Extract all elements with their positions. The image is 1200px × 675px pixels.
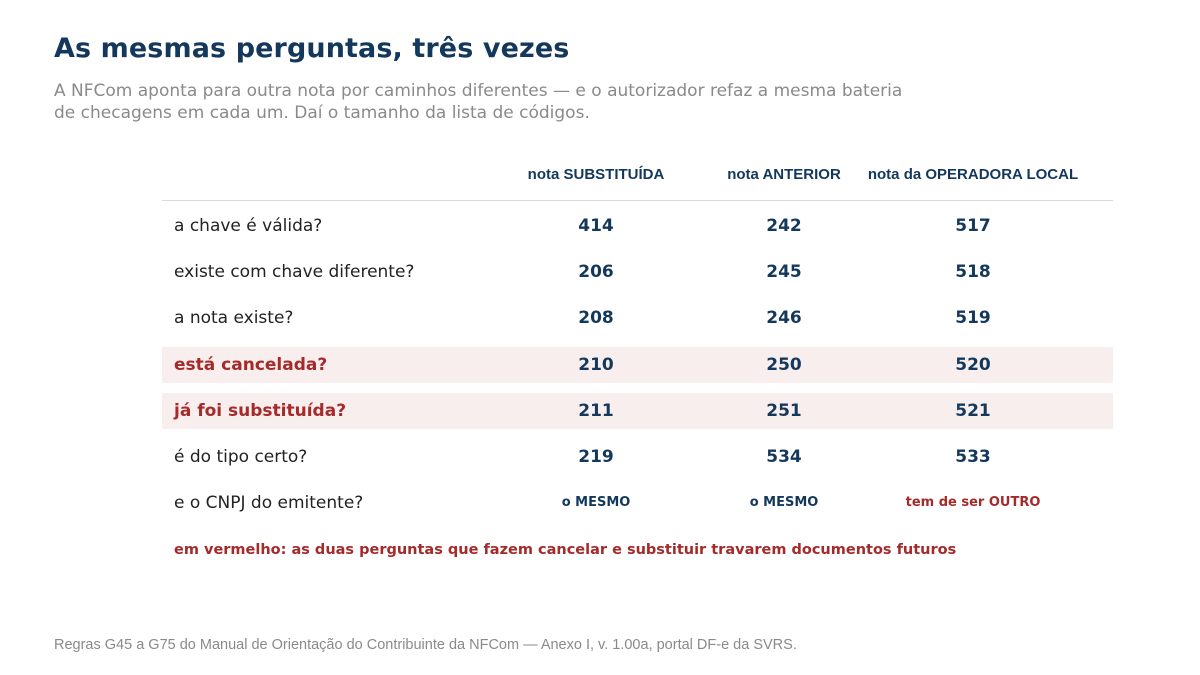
- rule-code-cell: 211: [578, 400, 614, 421]
- rule-code-cell: 534: [766, 447, 802, 467]
- row-question: existe com chave diferente?: [174, 262, 415, 283]
- table-header: nota SUBSTITUÍDA nota ANTERIOR nota da O…: [162, 150, 1113, 201]
- rule-code-cell: 208: [578, 308, 614, 329]
- rule-code-cell: 242: [766, 216, 802, 236]
- rule-code-cell: o MESMO: [561, 495, 631, 511]
- table-row-highlighted: já foi substituída? 211 251 521: [162, 392, 1113, 429]
- page-title: As mesmas perguntas, três vezes: [54, 33, 570, 64]
- rule-code-cell: 533: [955, 447, 991, 467]
- row-question: está cancelada?: [174, 354, 328, 375]
- rule-code-cell: 219: [578, 447, 614, 467]
- column-header-substituida: nota SUBSTITUÍDA: [527, 166, 665, 183]
- rule-code-cell: 210: [578, 354, 614, 375]
- table-row: é do tipo certo? 219 534 533: [162, 439, 1113, 475]
- rule-code-cell: 414: [578, 216, 614, 236]
- row-question: é do tipo certo?: [174, 447, 308, 467]
- rule-code-cell: 519: [955, 308, 991, 329]
- rule-code-cell: 206: [578, 262, 614, 283]
- page-subtitle: A NFCom aponta para outra nota por camin…: [54, 81, 903, 123]
- column-header-anterior: nota ANTERIOR: [727, 166, 841, 183]
- highlight-note: em vermelho: as duas perguntas que fazem…: [174, 542, 957, 558]
- rule-code-cell: 517: [955, 216, 991, 236]
- table-row: a chave é válida? 414 242 517: [162, 208, 1113, 244]
- rule-code-cell: 245: [766, 262, 802, 283]
- rule-code-cell: o MESMO: [749, 495, 819, 511]
- source-note: Regras G45 a G75 do Manual de Orientação…: [54, 637, 797, 653]
- rule-code-cell: 520: [955, 354, 991, 375]
- row-question: a chave é válida?: [174, 216, 323, 236]
- table-row-highlighted: está cancelada? 210 250 520: [162, 346, 1113, 383]
- rule-code-cell: 250: [766, 354, 802, 375]
- rule-code-cell: tem de ser OUTRO: [905, 495, 1041, 511]
- row-question: a nota existe?: [174, 308, 294, 329]
- table-row: e o CNPJ do emitente? o MESMO o MESMO tem d…: [162, 485, 1113, 521]
- rule-code-cell: 518: [955, 262, 991, 283]
- rule-code-cell: 251: [766, 400, 802, 421]
- column-header-operadora-local: nota da OPERADORA LOCAL: [867, 166, 1079, 183]
- row-question: já foi substituída?: [174, 400, 347, 421]
- row-question: e o CNPJ do emitente?: [174, 493, 364, 514]
- rule-code-cell: 521: [955, 400, 991, 421]
- table-row: a nota existe? 208 246 519: [162, 300, 1113, 336]
- rules-table: nota SUBSTITUÍDA nota ANTERIOR nota da O…: [162, 150, 1113, 513]
- table-row: existe com chave diferente? 206 245 518: [162, 254, 1113, 290]
- rule-code-cell: 246: [766, 308, 802, 329]
